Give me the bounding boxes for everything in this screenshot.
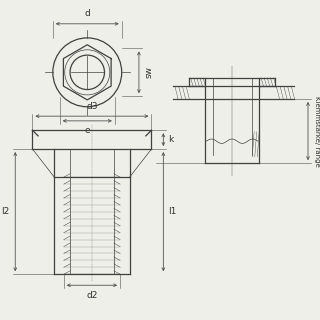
Text: e: e: [84, 126, 90, 135]
Text: k: k: [168, 135, 174, 144]
Text: sw: sw: [145, 66, 154, 78]
Text: l2: l2: [1, 207, 10, 216]
Text: l1: l1: [168, 207, 177, 216]
Text: d: d: [84, 9, 90, 18]
Text: Klemmstärke/ range: Klemmstärke/ range: [314, 96, 320, 166]
Text: d2: d2: [86, 291, 98, 300]
Text: d3: d3: [86, 102, 98, 111]
